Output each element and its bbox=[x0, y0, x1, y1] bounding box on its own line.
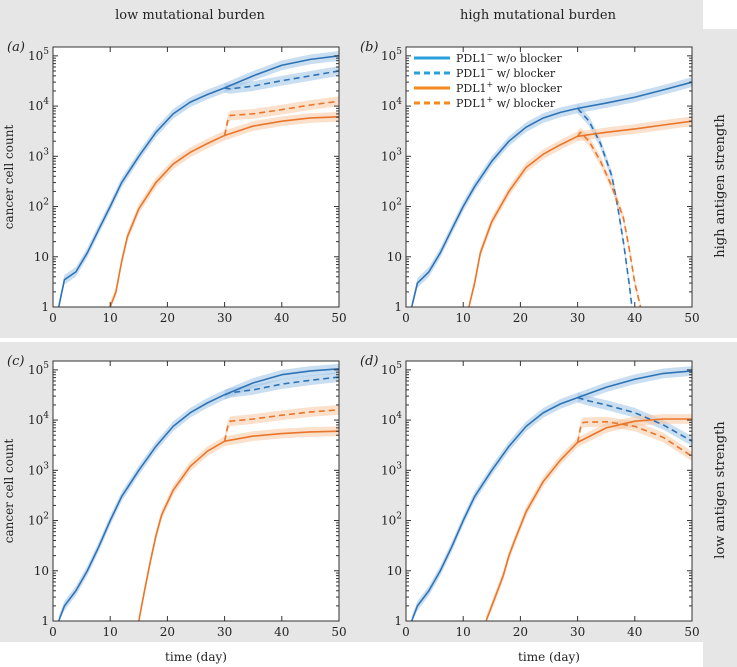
x-tick-label: 20 bbox=[513, 311, 528, 325]
x-tick-label: 30 bbox=[217, 625, 232, 639]
y-tick-label: 1 bbox=[41, 300, 49, 314]
axes-frame bbox=[52, 360, 340, 622]
x-axis-label: time (day) bbox=[165, 650, 227, 664]
series-line-0 bbox=[57, 367, 339, 621]
series-line-2 bbox=[138, 430, 339, 621]
x-tick-label: 10 bbox=[103, 625, 118, 639]
band-3 bbox=[224, 404, 339, 447]
plot-area bbox=[53, 47, 339, 307]
row-label-bar bbox=[703, 29, 737, 667]
series-line-2 bbox=[109, 116, 339, 307]
series-group bbox=[57, 50, 339, 307]
row-band-divider bbox=[0, 338, 737, 342]
x-tick-label: 30 bbox=[570, 625, 585, 639]
legend-label-2: PDL1+ w/o blocker bbox=[456, 80, 562, 95]
row-header-high: high antigen strength bbox=[713, 114, 728, 258]
x-tick-label: 10 bbox=[103, 311, 118, 325]
series-line-1 bbox=[577, 396, 692, 442]
series-line-0 bbox=[410, 81, 692, 307]
x-tick-label: 50 bbox=[331, 311, 346, 325]
y-tick-label: 10 bbox=[34, 250, 49, 264]
series-line-0 bbox=[410, 370, 692, 621]
x-tick-label: 0 bbox=[402, 311, 410, 325]
y-tick-label: 10 bbox=[34, 564, 49, 578]
y-axis-label: cancer cell count bbox=[2, 125, 16, 230]
x-tick-label: 20 bbox=[160, 311, 175, 325]
series-line-2 bbox=[485, 418, 692, 621]
column-header-high: high mutational burden bbox=[460, 8, 617, 23]
x-tick-label: 0 bbox=[402, 625, 410, 639]
series-line-3 bbox=[576, 131, 642, 307]
x-tick-label: 10 bbox=[456, 625, 471, 639]
band-3 bbox=[224, 96, 339, 141]
panel-label: (d) bbox=[360, 354, 378, 369]
x-tick-label: 20 bbox=[160, 625, 175, 639]
series-line-3 bbox=[223, 100, 339, 136]
y-tick-label: 1 bbox=[394, 300, 402, 314]
x-tick-label: 50 bbox=[684, 625, 699, 639]
row-header-low: low antigen strength bbox=[713, 421, 728, 559]
y-tick-label: 10 bbox=[387, 564, 402, 578]
series-line-1 bbox=[224, 376, 339, 396]
series-line-0 bbox=[57, 55, 339, 307]
panel-label: (c) bbox=[7, 354, 24, 369]
band-0 bbox=[58, 50, 339, 307]
band-1 bbox=[224, 66, 339, 94]
series-line-3 bbox=[576, 420, 692, 457]
x-tick-label: 20 bbox=[513, 625, 528, 639]
legend-label-1: PDL1− w/ blocker bbox=[456, 65, 556, 80]
axes-frame bbox=[405, 360, 693, 622]
axes-frame bbox=[52, 46, 340, 308]
axes-frame bbox=[405, 46, 693, 308]
x-tick-label: 40 bbox=[627, 625, 642, 639]
x-axis-label: time (day) bbox=[518, 650, 580, 664]
x-tick-label: 40 bbox=[274, 311, 289, 325]
y-tick-label: 1 bbox=[394, 614, 402, 628]
series-line-1 bbox=[224, 70, 339, 90]
legend-label-3: PDL1+ w/ blocker bbox=[456, 95, 556, 110]
x-tick-label: 30 bbox=[217, 311, 232, 325]
band-1 bbox=[577, 392, 692, 447]
series-group bbox=[410, 77, 692, 307]
x-tick-label: 10 bbox=[456, 311, 471, 325]
x-tick-label: 0 bbox=[49, 311, 57, 325]
series-line-2 bbox=[468, 120, 692, 307]
x-tick-label: 0 bbox=[49, 625, 57, 639]
y-tick-label: 1 bbox=[41, 614, 49, 628]
y-axis-label: cancer cell count bbox=[2, 439, 16, 544]
x-tick-label: 50 bbox=[684, 311, 699, 325]
x-tick-label: 40 bbox=[274, 625, 289, 639]
band-1 bbox=[224, 372, 339, 400]
y-tick-label: 10 bbox=[387, 250, 402, 264]
header-bar bbox=[0, 0, 703, 29]
series-line-3 bbox=[223, 409, 339, 442]
plot-area bbox=[53, 361, 339, 621]
panel-label: (a) bbox=[7, 40, 25, 55]
plot-area bbox=[406, 361, 692, 621]
series-group bbox=[410, 366, 692, 621]
series-group bbox=[57, 363, 339, 621]
panel-label: (b) bbox=[360, 40, 378, 55]
x-tick-label: 50 bbox=[331, 625, 346, 639]
column-header-low: low mutational burden bbox=[115, 8, 265, 23]
series-line-1 bbox=[577, 107, 633, 307]
x-tick-label: 40 bbox=[627, 311, 642, 325]
legend-label-0: PDL1− w/o blocker bbox=[456, 50, 562, 65]
x-tick-label: 30 bbox=[570, 311, 585, 325]
